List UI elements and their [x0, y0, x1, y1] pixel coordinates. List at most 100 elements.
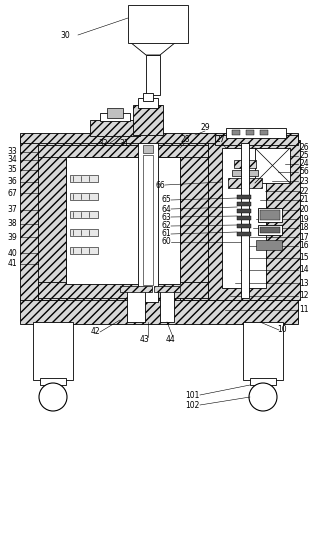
Circle shape — [39, 383, 67, 411]
Text: 63: 63 — [161, 212, 171, 222]
Text: 102: 102 — [185, 400, 199, 410]
Bar — [70, 229, 98, 236]
Text: 20: 20 — [299, 206, 309, 214]
Text: 17: 17 — [299, 233, 309, 241]
Text: 35: 35 — [7, 166, 17, 174]
Bar — [38, 145, 208, 157]
Bar — [143, 145, 153, 153]
Bar — [70, 193, 98, 200]
Text: 64: 64 — [161, 205, 171, 213]
Text: 24: 24 — [299, 160, 309, 168]
Text: 67: 67 — [7, 189, 17, 197]
Text: 38: 38 — [7, 219, 17, 228]
Text: 10: 10 — [277, 326, 287, 334]
Bar — [237, 216, 251, 220]
Bar — [237, 209, 251, 213]
Bar — [154, 286, 180, 292]
Bar — [138, 140, 158, 302]
Text: 36: 36 — [7, 178, 17, 186]
Bar — [222, 148, 266, 288]
Bar — [215, 135, 298, 145]
Bar — [33, 322, 73, 380]
Bar — [66, 157, 180, 284]
Bar — [70, 211, 98, 218]
Bar — [232, 130, 240, 135]
Text: 22: 22 — [299, 186, 309, 195]
Bar — [20, 133, 298, 143]
Text: 26: 26 — [299, 144, 309, 152]
Bar — [38, 282, 208, 298]
Text: 27: 27 — [215, 135, 225, 145]
Text: 21: 21 — [299, 195, 309, 205]
Text: 42: 42 — [90, 327, 100, 337]
Bar — [20, 298, 298, 324]
Bar — [237, 224, 251, 228]
Text: 60: 60 — [161, 238, 171, 246]
Bar — [180, 155, 208, 300]
Text: 41: 41 — [7, 260, 17, 268]
Text: 28: 28 — [180, 135, 190, 145]
Bar — [128, 5, 188, 43]
Text: 13: 13 — [299, 278, 309, 288]
Text: 14: 14 — [299, 266, 309, 274]
Bar — [100, 113, 130, 121]
Bar — [40, 378, 66, 385]
Text: 29: 29 — [200, 124, 210, 133]
Bar — [260, 130, 268, 135]
Bar — [237, 202, 251, 206]
Text: 43: 43 — [140, 336, 150, 344]
Text: 19: 19 — [299, 214, 309, 223]
Text: 16: 16 — [299, 241, 309, 250]
Text: 31: 31 — [119, 139, 129, 147]
Bar — [90, 120, 140, 136]
Text: 23: 23 — [299, 177, 309, 185]
Text: 66: 66 — [155, 180, 165, 190]
Bar — [226, 128, 286, 138]
Bar — [237, 195, 251, 199]
Bar — [250, 378, 276, 385]
Text: 61: 61 — [161, 229, 171, 239]
Text: 32: 32 — [98, 139, 108, 147]
Text: 65: 65 — [161, 195, 171, 205]
Bar — [260, 227, 280, 233]
Text: 56: 56 — [299, 168, 309, 177]
Bar — [234, 160, 256, 168]
Text: 37: 37 — [7, 206, 17, 214]
Bar — [127, 290, 145, 322]
Bar — [143, 93, 153, 101]
Bar — [38, 155, 66, 300]
Text: 34: 34 — [7, 156, 17, 164]
Bar — [255, 148, 290, 183]
Bar — [228, 178, 262, 188]
Text: 18: 18 — [299, 223, 309, 233]
Bar — [70, 247, 98, 254]
Bar — [237, 232, 251, 236]
Text: 30: 30 — [60, 30, 70, 40]
Polygon shape — [130, 18, 176, 55]
Bar — [143, 155, 153, 285]
Text: 62: 62 — [161, 222, 171, 230]
Bar — [260, 210, 280, 220]
Bar — [243, 322, 283, 380]
Bar — [232, 170, 258, 176]
Circle shape — [249, 383, 277, 411]
Text: 101: 101 — [185, 390, 199, 399]
Bar — [138, 98, 158, 108]
Bar — [241, 143, 249, 298]
Text: 11: 11 — [299, 305, 309, 315]
Text: 25: 25 — [299, 151, 309, 161]
Bar — [107, 108, 123, 118]
Text: 33: 33 — [7, 147, 17, 157]
Bar — [208, 140, 300, 300]
Bar — [246, 130, 254, 135]
Bar — [258, 208, 282, 222]
Bar — [120, 286, 152, 292]
Text: 44: 44 — [165, 336, 175, 344]
Bar — [258, 225, 282, 235]
Bar — [70, 175, 98, 182]
Text: 40: 40 — [7, 249, 17, 257]
Bar — [160, 290, 174, 322]
Bar — [256, 240, 282, 250]
Text: 15: 15 — [299, 254, 309, 262]
Text: 12: 12 — [299, 292, 309, 300]
